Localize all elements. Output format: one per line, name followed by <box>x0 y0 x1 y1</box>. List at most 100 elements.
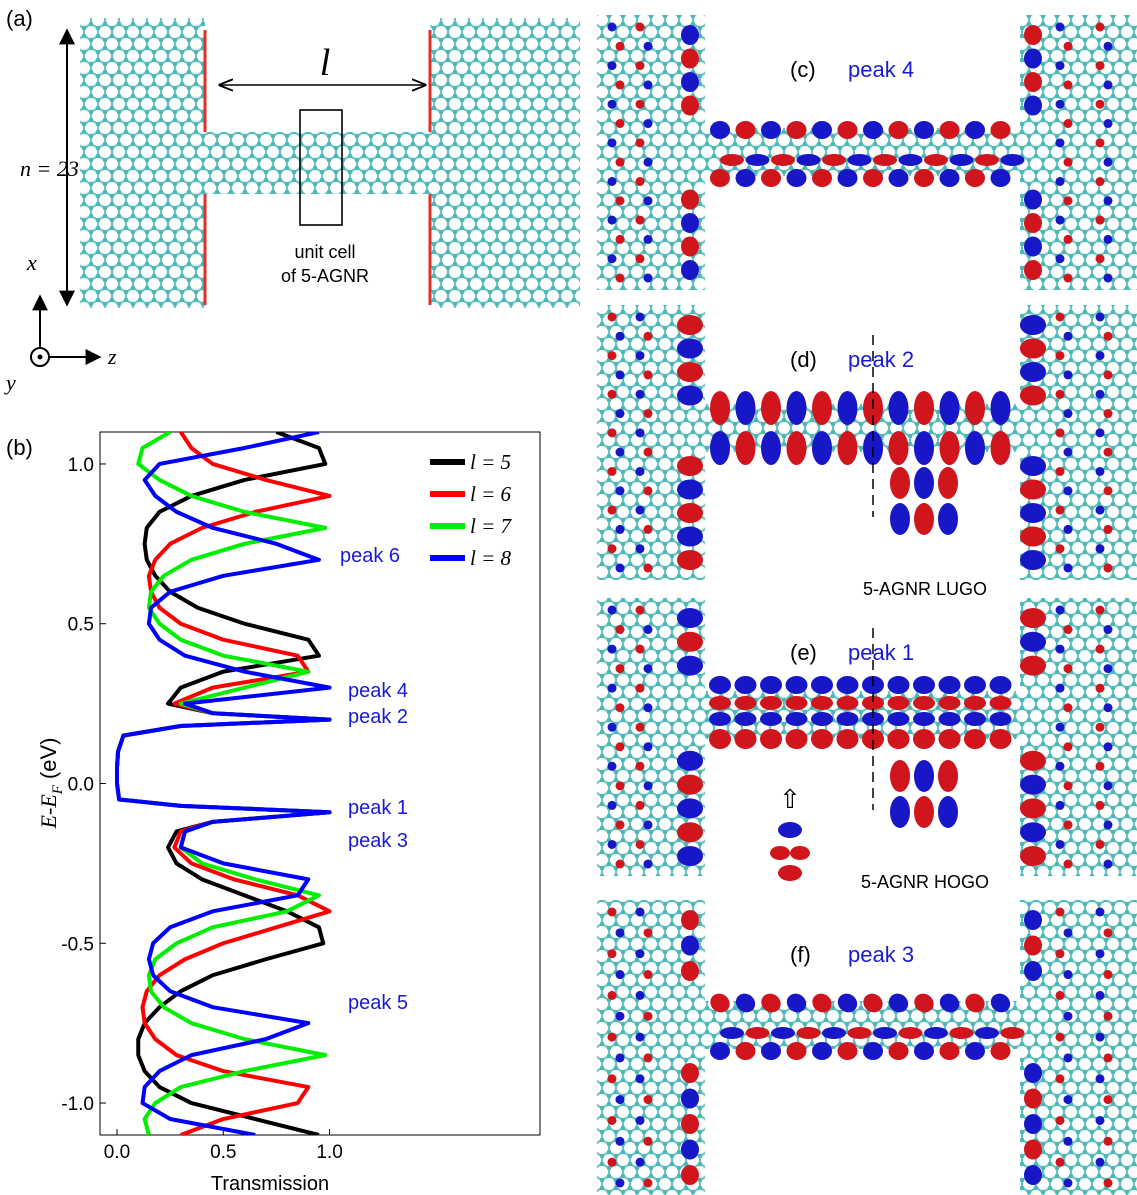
orbital-lobe <box>938 467 958 499</box>
orbital-lobe <box>616 742 625 751</box>
orbital-lobe <box>1056 949 1065 958</box>
orbital-lobe <box>1024 72 1042 92</box>
orbital-lobe <box>644 119 653 128</box>
orbital-lobe <box>616 625 625 634</box>
orbital-lobe <box>965 1042 985 1060</box>
orbital-lobe <box>1096 506 1105 515</box>
orbital-lobe <box>1020 656 1046 676</box>
orbital-lobe <box>677 339 703 359</box>
orbital-lobe <box>636 801 645 810</box>
orbital-lobe <box>1056 1074 1065 1083</box>
orbital-lobe <box>636 61 645 70</box>
orbital-lobe <box>677 527 703 547</box>
peak-annotation: peak 6 <box>340 545 400 567</box>
orbital-lobe <box>1096 908 1105 917</box>
legend-label: l = 6 <box>470 482 512 506</box>
orbital-lobe <box>863 169 883 187</box>
orbital-lobe <box>888 696 910 710</box>
orbital-lobe <box>1064 332 1073 341</box>
orbital-lobe <box>608 801 617 810</box>
orbital-lobe <box>608 216 617 225</box>
orbital-lobe <box>770 846 790 860</box>
orbital-lobe <box>1024 910 1042 930</box>
orbital-lobe <box>1096 1074 1105 1083</box>
orbital-lobe <box>939 729 961 749</box>
orbital-lobe <box>1024 190 1042 210</box>
axis-label: x <box>26 250 37 275</box>
peak-label: peak 4 <box>848 57 914 82</box>
peak-annotation: peak 5 <box>348 992 408 1014</box>
orbital-lobe <box>616 486 625 495</box>
orbital-lobe <box>1104 1095 1113 1104</box>
orbital-lobe <box>636 467 645 476</box>
orbital-lobe <box>787 169 807 187</box>
orbital-lobe <box>681 49 699 69</box>
orbital-lobe <box>1096 1116 1105 1125</box>
orbital-lobe <box>1056 216 1065 225</box>
orbital-lobe <box>616 119 625 128</box>
peak-label: peak 2 <box>848 347 914 372</box>
orbital-lobe <box>608 61 617 70</box>
orbital-lobe <box>720 1027 744 1039</box>
orbital-lobe <box>1096 840 1105 849</box>
orbital-lobe <box>1020 632 1046 652</box>
orbital-lobe <box>616 1012 625 1021</box>
orbital-lobe <box>873 154 897 166</box>
orbital-lobe <box>1056 991 1065 1000</box>
orbital-lobe <box>644 625 653 634</box>
orbital-lobe <box>1104 1179 1113 1188</box>
orbital-lobe <box>681 961 699 981</box>
orbital-lobe <box>964 712 986 726</box>
orbital-lobe <box>1064 564 1073 573</box>
orbital-panels: (c)peak 4(d)peak 25-AGNR LUGO(e)peak 15-… <box>597 15 1137 1195</box>
y-axis-label-unit: (eV) <box>36 738 61 780</box>
orbital-lobe <box>636 428 645 437</box>
orbital-lobe <box>710 391 730 425</box>
orbital-lobe <box>1064 409 1073 418</box>
orbital-lobe <box>1064 1095 1073 1104</box>
orbital-lobe <box>863 121 883 139</box>
orbital-lobe <box>1056 23 1065 32</box>
orbital-lobe <box>1064 158 1073 167</box>
orbital-lobe <box>636 390 645 399</box>
peak-annotation: peak 4 <box>348 680 408 702</box>
orbital-lobe <box>889 1042 909 1060</box>
orbital-lobe <box>1056 544 1065 553</box>
orbital-lobe <box>1096 1033 1105 1042</box>
orbital-lobe <box>940 169 960 187</box>
orbital-lobe <box>1024 25 1042 45</box>
y-tick-label: 0.5 <box>68 615 94 636</box>
orbital-lobe <box>1020 362 1046 382</box>
orbital-lobe <box>616 860 625 869</box>
orbital-lobe <box>1020 456 1046 476</box>
orbital-lobe <box>616 80 625 89</box>
orbital-lobe <box>710 169 730 187</box>
orbital-lobe <box>681 1063 699 1083</box>
orbital-lobe <box>1064 820 1073 829</box>
orbital-lobe <box>965 391 985 425</box>
transmission-line <box>117 432 330 1135</box>
orbital-lobe <box>1064 1012 1073 1021</box>
orbital-lobe <box>778 865 802 881</box>
orbital-lobe <box>838 431 858 465</box>
orbital-lobe <box>616 274 625 283</box>
orbital-lobe <box>1104 525 1113 534</box>
orbital-lobe <box>1104 274 1113 283</box>
orbital-lobe <box>636 606 645 615</box>
orbital-lobe <box>616 235 625 244</box>
orbital-lobe <box>677 386 703 406</box>
orbital-lobe <box>1056 723 1065 732</box>
orbital-lobe <box>1096 23 1105 32</box>
orbital-lobe <box>636 138 645 147</box>
orbital-lobe <box>1104 409 1113 418</box>
orbital-lobe <box>644 664 653 673</box>
orbital-lobe <box>1064 664 1073 673</box>
orbital-lobe <box>761 1042 781 1060</box>
orbital-lobe <box>1056 254 1065 263</box>
orbital-lobe <box>1096 138 1105 147</box>
orbital-lobe <box>1064 625 1073 634</box>
orbital-lobe <box>1020 339 1046 359</box>
orbital-lobe <box>1056 467 1065 476</box>
orbital-lobe <box>636 684 645 693</box>
orbital-lobe <box>644 860 653 869</box>
